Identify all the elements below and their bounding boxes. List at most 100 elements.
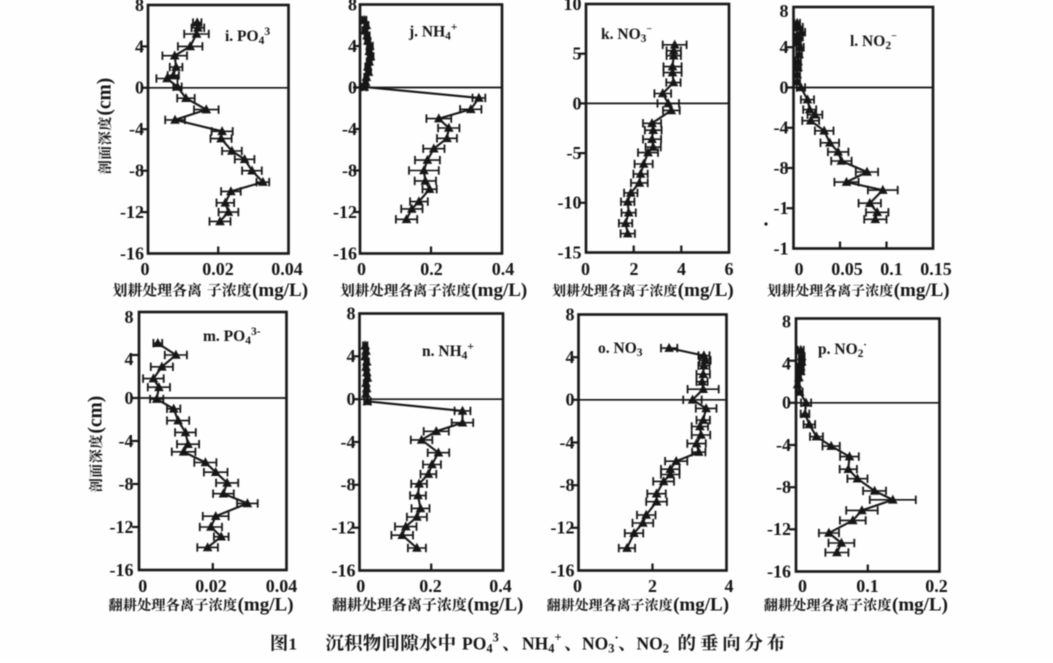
svg-text:-16: -16 (551, 560, 575, 580)
svg-text:8: 8 (566, 304, 575, 324)
svg-text:0: 0 (780, 77, 789, 97)
svg-text:5: 5 (573, 44, 582, 64)
svg-text:-4: -4 (560, 432, 575, 452)
svg-text:0.1: 0.1 (856, 576, 879, 596)
svg-text:-4: -4 (119, 431, 134, 451)
svg-text:(mg/L): (mg/L) (673, 595, 729, 616)
svg-text:(cm): (cm) (86, 396, 107, 434)
svg-text:l. NO2−: l. NO2− (850, 31, 897, 52)
svg-text:-8: -8 (342, 160, 357, 180)
svg-text:0.4: 0.4 (492, 259, 515, 279)
svg-text:(mg/L): (mg/L) (252, 280, 308, 301)
svg-text:-16: -16 (333, 243, 357, 263)
svg-text:2: 2 (630, 259, 639, 279)
svg-text:-4: -4 (342, 119, 357, 139)
svg-text:-8: -8 (129, 161, 144, 181)
svg-text:0: 0 (782, 393, 791, 413)
svg-text:8: 8 (348, 0, 357, 14)
svg-text:6: 6 (725, 259, 734, 279)
svg-text:-8: -8 (774, 158, 789, 178)
svg-text:0.2: 0.2 (925, 576, 948, 596)
svg-text:-12: -12 (120, 202, 144, 222)
svg-text:-15: -15 (558, 242, 582, 262)
svg-text:4: 4 (348, 36, 357, 56)
svg-text:(cm): (cm) (95, 78, 116, 116)
svg-text:o. NO3: o. NO3 (598, 340, 643, 359)
svg-text:-1: -1 (774, 238, 789, 258)
svg-text:-12: -12 (767, 519, 791, 539)
svg-text:0.1: 0.1 (880, 259, 903, 279)
svg-text:j. NH4+: j. NH4+ (408, 22, 457, 43)
svg-text:-16: -16 (332, 560, 356, 580)
svg-text:8: 8 (135, 0, 144, 15)
svg-text:0: 0 (573, 576, 582, 596)
svg-text:4: 4 (677, 259, 686, 279)
svg-text:4: 4 (347, 346, 356, 366)
svg-text:n. NH4+: n. NH4+ (422, 341, 474, 362)
svg-text:0.15: 0.15 (920, 259, 952, 279)
svg-text:NO2: NO2 (637, 634, 670, 656)
svg-text:-16: -16 (767, 561, 791, 581)
svg-text:-16: -16 (120, 243, 144, 263)
svg-text:-1: -1 (774, 198, 789, 218)
svg-text:8: 8 (125, 307, 134, 327)
svg-text:(mg/L): (mg/L) (678, 280, 734, 301)
svg-text:-12: -12 (110, 517, 134, 537)
svg-text:-4: -4 (129, 119, 144, 139)
svg-text:0: 0 (348, 77, 357, 97)
svg-text:0.02: 0.02 (195, 576, 227, 596)
svg-text:-8: -8 (776, 477, 791, 497)
svg-text:k. NO3−: k. NO3− (601, 24, 652, 45)
svg-text:1: 1 (289, 635, 298, 654)
svg-text:0: 0 (135, 78, 144, 98)
svg-text:2: 2 (648, 576, 657, 596)
svg-text:-12: -12 (333, 202, 357, 222)
svg-text:-12: -12 (332, 518, 356, 538)
svg-text:4: 4 (125, 349, 134, 369)
svg-text:0: 0 (347, 389, 356, 409)
svg-text:4: 4 (725, 576, 734, 596)
svg-text:-16: -16 (110, 560, 134, 580)
svg-text:-8: -8 (119, 474, 134, 494)
svg-text:4: 4 (566, 347, 575, 367)
svg-text:0: 0 (138, 576, 147, 596)
svg-text:-4: -4 (776, 435, 791, 455)
svg-text:0: 0 (798, 576, 807, 596)
svg-text:0.04: 0.04 (271, 259, 303, 279)
svg-text:-12: -12 (551, 518, 575, 538)
svg-text:0.04: 0.04 (266, 576, 298, 596)
svg-text:4: 4 (135, 36, 144, 56)
svg-text:(mg/L): (mg/L) (894, 280, 950, 301)
svg-text:-5: -5 (567, 143, 582, 163)
svg-text:(mg/L): (mg/L) (467, 595, 523, 616)
svg-text:-4: -4 (774, 118, 789, 138)
svg-text:(mg/L): (mg/L) (471, 280, 527, 301)
svg-text:0: 0 (356, 576, 365, 596)
svg-text:0.2: 0.2 (419, 576, 442, 596)
svg-text:4: 4 (780, 37, 789, 57)
svg-text:i. PO43: i. PO43 (225, 26, 270, 47)
svg-text:8: 8 (347, 303, 356, 323)
svg-text:0: 0 (795, 259, 804, 279)
svg-text:0: 0 (141, 259, 150, 279)
svg-text:0: 0 (573, 93, 582, 113)
svg-text:8: 8 (782, 311, 791, 331)
svg-text:0: 0 (357, 259, 366, 279)
svg-text:-10: -10 (558, 193, 582, 213)
svg-text:10: 10 (564, 0, 582, 14)
svg-text:4: 4 (782, 354, 791, 374)
svg-text:0: 0 (125, 388, 134, 408)
svg-text:-8: -8 (560, 475, 575, 495)
svg-text:0: 0 (581, 259, 590, 279)
svg-text:0.4: 0.4 (489, 576, 512, 596)
svg-text:0.2: 0.2 (420, 259, 443, 279)
svg-text:p. NO2·: p. NO2· (818, 340, 867, 360)
svg-text:-4: -4 (341, 432, 356, 452)
svg-text:(mg/L): (mg/L) (892, 595, 948, 616)
svg-text:-8: -8 (341, 475, 356, 495)
svg-text:0.05: 0.05 (831, 259, 863, 279)
svg-text:8: 8 (780, 1, 789, 21)
svg-text:0.02: 0.02 (202, 259, 234, 279)
svg-text:0: 0 (566, 390, 575, 410)
svg-text:(mg/L): (mg/L) (238, 595, 294, 616)
